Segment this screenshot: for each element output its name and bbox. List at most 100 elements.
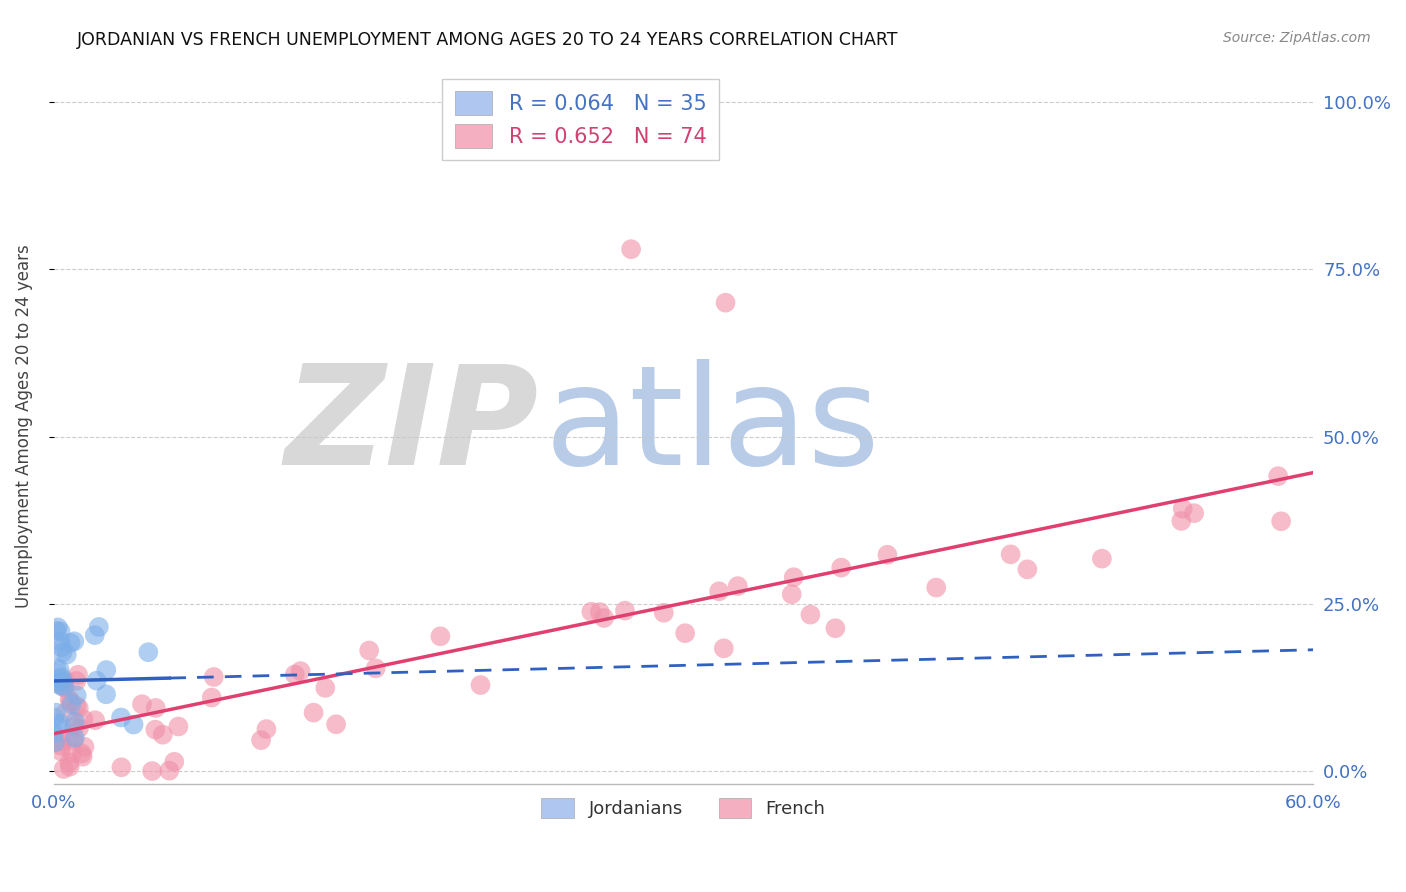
Point [131, 697, 153, 711]
Point [53, 680, 76, 694]
Point [581, 605, 603, 619]
Point [250, 733, 273, 747]
Point [157, 764, 180, 778]
Point [48, 663, 70, 677]
Point [44, 676, 66, 690]
Point [87, 620, 110, 634]
Point [202, 670, 225, 684]
Point [201, 690, 224, 705]
Point [876, 548, 898, 562]
Point [49, 744, 72, 758]
Point [727, 579, 749, 593]
Point [799, 607, 821, 622]
Point [1171, 501, 1194, 516]
Point [72, 749, 94, 764]
Point [652, 606, 675, 620]
Point [783, 570, 806, 584]
Point [49, 679, 72, 693]
Point [593, 611, 616, 625]
Point [325, 717, 347, 731]
Point [45, 661, 67, 675]
Point [59, 636, 82, 650]
Point [63, 714, 86, 729]
Point [63, 634, 86, 648]
Point [470, 678, 492, 692]
Point [925, 581, 948, 595]
Point [1182, 506, 1205, 520]
Point [284, 667, 307, 681]
Point [83, 628, 105, 642]
Point [73, 739, 96, 754]
Point [163, 755, 186, 769]
Point [96, 663, 118, 677]
Text: ZIP: ZIP [284, 359, 538, 494]
Point [67, 701, 90, 715]
Point [141, 764, 163, 778]
Point [364, 661, 387, 675]
Point [1267, 469, 1289, 483]
Point [44, 735, 66, 749]
Point [62, 733, 84, 747]
Point [59, 695, 82, 709]
Text: JORDANIAN VS FRENCH UNEMPLOYMENT AMONG AGES 20 TO 24 YEARS CORRELATION CHART: JORDANIAN VS FRENCH UNEMPLOYMENT AMONG A… [77, 31, 898, 49]
Text: Source: ZipAtlas.com: Source: ZipAtlas.com [1223, 31, 1371, 45]
Point [359, 643, 381, 657]
Point [110, 710, 132, 724]
Point [51, 640, 73, 655]
Point [1170, 514, 1192, 528]
Point [713, 641, 735, 656]
Point [58, 756, 80, 770]
Point [145, 701, 167, 715]
Point [290, 664, 312, 678]
Point [53, 681, 76, 695]
Point [1017, 562, 1039, 576]
Point [143, 723, 166, 737]
Y-axis label: Unemployment Among Ages 20 to 24 years: Unemployment Among Ages 20 to 24 years [15, 244, 32, 608]
Point [49, 717, 72, 731]
Point [167, 719, 190, 733]
Point [51, 678, 73, 692]
Point [49, 624, 72, 639]
Point [51, 645, 73, 659]
Point [84, 713, 107, 727]
Point [65, 699, 87, 714]
Point [86, 673, 108, 688]
Point [51, 674, 73, 689]
Point [110, 760, 132, 774]
Point [70, 747, 93, 761]
Point [45, 706, 67, 720]
Point [72, 712, 94, 726]
Point [52, 762, 75, 776]
Point [45, 624, 67, 638]
Point [254, 722, 277, 736]
Point [60, 746, 83, 760]
Point [59, 760, 82, 774]
Point [42, 726, 65, 740]
Point [152, 728, 174, 742]
Point [1000, 547, 1022, 561]
Point [63, 731, 86, 745]
Point [67, 721, 90, 735]
Point [65, 673, 87, 688]
Point [707, 584, 730, 599]
Point [60, 698, 83, 712]
Point [51, 734, 73, 748]
Point [58, 731, 80, 745]
Point [824, 621, 846, 635]
Point [314, 681, 336, 695]
Point [55, 706, 77, 720]
Point [302, 706, 325, 720]
Point [66, 689, 89, 703]
Point [780, 587, 803, 601]
Point [67, 667, 90, 681]
Point [49, 634, 72, 648]
Point [136, 645, 159, 659]
Point [1091, 551, 1114, 566]
Point [44, 711, 66, 725]
Text: atlas: atlas [546, 359, 880, 494]
Point [429, 629, 451, 643]
Point [122, 717, 145, 731]
Legend: Jordanians, French: Jordanians, French [534, 791, 832, 825]
Point [58, 692, 80, 706]
Point [620, 242, 643, 256]
